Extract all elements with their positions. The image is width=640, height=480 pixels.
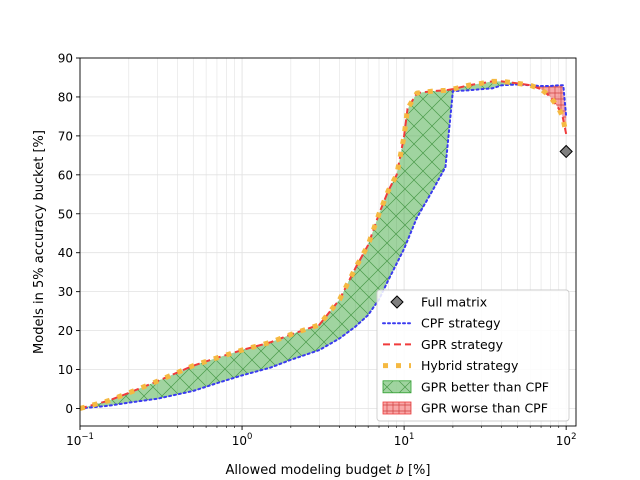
series-line-0 (80, 83, 568, 410)
y-tick-label: 40 (58, 246, 73, 260)
x-tick-label: 100 (232, 432, 253, 448)
series-lines (80, 78, 569, 411)
x-tick-label: 10−1 (66, 432, 94, 448)
fill-regions (80, 81, 567, 409)
y-axis: 0 10 20 30 40 50 60 70 80 90 (58, 52, 80, 416)
legend-label: Full matrix (421, 295, 487, 310)
y-tick-label: 60 (58, 168, 73, 182)
legend-label: Hybrid strategy (421, 358, 519, 373)
y-tick-label: 10 (58, 363, 73, 377)
y-tick-label: 80 (58, 90, 73, 104)
y-tick-label: 0 (65, 402, 73, 416)
y-tick-label: 50 (58, 207, 73, 221)
x-axis: 10−1 100 101 102 (66, 426, 577, 448)
y-tick-label: 90 (58, 52, 73, 66)
legend-label: GPR strategy (421, 337, 504, 352)
y-tick-label: 20 (58, 324, 73, 338)
legend-label: GPR worse than CPF (421, 401, 548, 416)
legend: Full matrix CPF strategy GPR strategy Hybri… (376, 289, 570, 422)
full-matrix-point (559, 144, 573, 159)
markers (559, 144, 573, 159)
y-tick-label: 70 (58, 129, 73, 143)
legend-box (376, 289, 570, 422)
legend-marker-full-matrix (390, 295, 404, 309)
plot-frame (79, 57, 577, 427)
x-tick-label: 101 (394, 432, 415, 448)
y-tick-label: 30 (58, 285, 73, 299)
x-axis-label: Allowed modeling budget b [%] (226, 463, 431, 478)
legend-label: CPF strategy (421, 316, 501, 331)
legend-fill-hatch (383, 380, 411, 393)
fill-gpr-worse-hatch (530, 85, 567, 134)
legend-label: GPR better than CPF (421, 379, 549, 394)
legend-fill-hatch (383, 402, 411, 414)
series-line-2 (80, 78, 569, 411)
x-tick-label: 102 (556, 432, 577, 448)
fill-gpr-better-hatch (80, 81, 529, 409)
y-axis-label: Models in 5% accuracy bucket [%] (32, 130, 47, 354)
